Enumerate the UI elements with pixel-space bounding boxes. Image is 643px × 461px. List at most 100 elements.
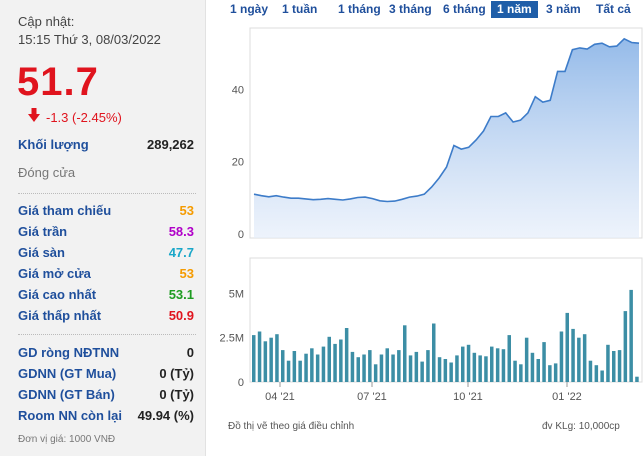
volume-bar — [379, 354, 384, 382]
volume-bar — [507, 335, 511, 382]
volume-bar — [612, 351, 616, 382]
price-y-tick: 20 — [232, 157, 244, 169]
volume-bar — [263, 341, 268, 382]
volume-bar — [501, 349, 506, 382]
volume-bar — [252, 335, 256, 382]
foreign-stat-row: GDNN (GT Bán) 0 (Tỷ) — [18, 387, 194, 405]
chart-note: Đồ thị vẽ theo giá điều chỉnh — [228, 421, 355, 432]
foreign-stat-value: 0 (Tỷ) — [159, 366, 194, 381]
foreign-stat-row: Room NN còn lại 49.94 (%) — [18, 408, 194, 426]
range-tab[interactable]: 1 tuần — [282, 2, 318, 16]
volume-bar — [490, 346, 494, 382]
price-stat-label: Giá thấp nhất — [18, 308, 102, 323]
price-stat-value: 50.9 — [168, 308, 194, 323]
volume-unit-note: đv KLg: 10,000cp — [542, 421, 620, 432]
price-stat-row: Giá tham chiếu 53 — [18, 203, 194, 221]
volume-bar — [344, 328, 349, 382]
foreign-stat-label: GDNN (GT Mua) — [18, 366, 117, 381]
volume-bar — [542, 342, 546, 382]
volume-bar — [606, 344, 610, 382]
volume-bar — [548, 365, 552, 382]
volume-bar — [513, 360, 517, 382]
volume-bar — [257, 331, 262, 382]
volume-bar — [530, 352, 535, 382]
volume-bar — [350, 351, 355, 382]
volume-bar — [600, 370, 604, 382]
volume-bar — [403, 325, 407, 382]
volume-bar — [484, 356, 488, 382]
volume-bar — [420, 361, 424, 382]
foreign-stat-label: GDNN (GT Bán) — [18, 387, 115, 402]
divider — [18, 193, 196, 194]
volume-bar — [408, 355, 413, 382]
volume-bar — [327, 336, 331, 382]
volume-bar — [414, 351, 419, 382]
price-change: -1.3 (-2.45%) — [46, 110, 122, 125]
price-stat-row: Giá trần 58.3 — [18, 224, 194, 242]
volume-bar — [466, 344, 471, 382]
x-tick-label: 04 '21 — [265, 391, 295, 403]
updated-label: Cập nhật: — [18, 14, 75, 29]
volume-bar — [368, 350, 372, 382]
foreign-stat-label: Room NN còn lại — [18, 408, 123, 423]
volume-bar — [577, 337, 581, 382]
range-tab[interactable]: 3 năm — [546, 2, 581, 16]
volume-bar — [623, 311, 628, 382]
price-stat-row: Giá thấp nhất 50.9 — [18, 308, 194, 326]
price-stat-value: 53 — [179, 266, 194, 281]
unit-note: Đơn vị giá: 1000 VNĐ — [18, 434, 116, 445]
market-status: Đóng cửa — [18, 165, 76, 180]
foreign-stat-row: GDNN (GT Mua) 0 (Tỷ) — [18, 366, 194, 384]
volume-y-tick: 2.5M — [220, 333, 244, 345]
range-tab[interactable]: 1 năm — [491, 1, 538, 18]
price-y-tick: 40 — [232, 84, 244, 96]
price-stat-value: 53 — [179, 203, 194, 218]
arrow-down-icon — [28, 108, 40, 122]
volume-bar — [455, 355, 459, 382]
volume-bar — [443, 359, 448, 382]
foreign-stat-label: GD ròng NĐTNN — [18, 345, 120, 360]
foreign-stat-row: GD ròng NĐTNN 0 — [18, 345, 194, 363]
price-stat-label: Giá mở cửa — [18, 266, 91, 281]
volume-bar — [629, 289, 633, 382]
range-tab[interactable]: 1 ngày — [230, 2, 269, 16]
range-tab[interactable]: 6 tháng — [443, 2, 486, 16]
volume-bar — [315, 354, 320, 382]
volume-bar — [571, 328, 575, 382]
foreign-stat-value: 49.94 (%) — [137, 408, 194, 423]
volume-bar — [426, 350, 430, 382]
quote-panel: Cập nhật: 15:15 Thứ 3, 08/03/2022 51.7 -… — [0, 0, 206, 456]
volume-label: Khối lượng — [18, 137, 89, 152]
volume-bar — [373, 364, 378, 382]
volume-bar — [594, 365, 599, 382]
volume-bar — [397, 350, 401, 382]
volume-bar — [304, 353, 308, 382]
volume-bar — [356, 357, 360, 382]
volume-bar — [565, 312, 569, 382]
volume-y-tick: 5M — [229, 288, 244, 300]
volume-bar — [495, 348, 500, 382]
price-stat-label: Giá sàn — [18, 245, 65, 260]
current-price: 51.7 — [17, 60, 99, 104]
volume-bar — [437, 357, 442, 382]
range-tab[interactable]: Tất cả — [596, 2, 631, 16]
volume-bar — [298, 360, 302, 382]
price-stat-row: Giá sàn 47.7 — [18, 245, 194, 263]
volume-bar — [362, 354, 366, 382]
volume-bar — [519, 364, 523, 382]
volume-bar — [472, 352, 477, 382]
volume-bar — [617, 350, 622, 382]
foreign-stat-value: 0 (Tỷ) — [159, 387, 194, 402]
volume-bar — [333, 343, 337, 382]
chart-svg: 0 20 40 0 2.5M 5M 04 '21 07 '21 10 '21 01 '22 — [220, 27, 643, 403]
price-area — [254, 38, 639, 238]
price-stat-label: Giá tham chiếu — [18, 203, 112, 218]
range-tab[interactable]: 3 tháng — [389, 2, 432, 16]
price-line — [253, 37, 640, 203]
volume-bar — [321, 346, 326, 382]
price-stat-row: Giá cao nhất 53.1 — [18, 287, 194, 305]
price-stat-label: Giá trần — [18, 224, 68, 239]
range-tab[interactable]: 1 tháng — [338, 2, 381, 16]
updated-time: 15:15 Thứ 3, 08/03/2022 — [18, 32, 161, 47]
volume-value: 289,262 — [147, 137, 194, 152]
